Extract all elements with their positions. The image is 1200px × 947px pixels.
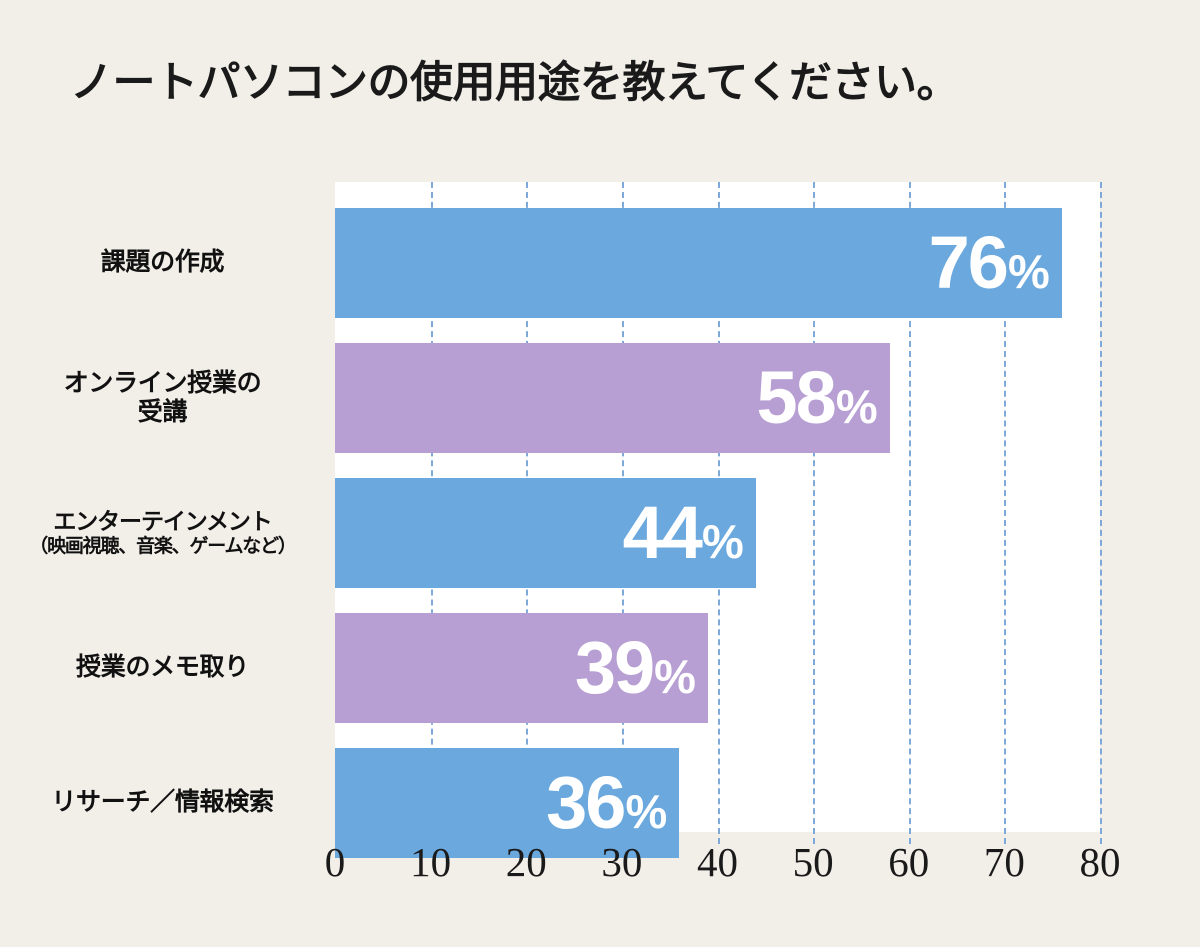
bar-value-percent-sign: % [835, 380, 878, 433]
bar-value-percent-sign: % [654, 650, 696, 703]
x-axis-tick-label: 70 [983, 839, 1025, 885]
category-label: エンターテインメント （映画視聴、音楽、ゲームなど） [0, 478, 325, 588]
category-label: 課題の作成 [0, 208, 325, 318]
bar-value-percent-sign: % [701, 515, 744, 568]
bar-value-number: 58 [756, 356, 837, 439]
x-axis-tick-label: 40 [697, 839, 738, 885]
bar-value-number: 39 [574, 626, 655, 709]
bar-value-label: 36% [546, 766, 667, 840]
bar[interactable]: 39% [335, 613, 708, 723]
bar[interactable]: 36% [335, 748, 680, 858]
category-label-line: 課題の作成 [100, 248, 225, 277]
x-axis-tick-label: 50 [792, 839, 834, 885]
bar[interactable]: 76% [335, 208, 1062, 318]
page-title: ノートパソコンの使用用途を教えてください。 [70, 59, 960, 107]
bar-value-label: 39% [575, 631, 696, 705]
category-label-line: 授業のメモ取り [76, 653, 249, 682]
bar-value-label: 58% [757, 361, 878, 435]
category-sub-label: （映画視聴、音楽、ゲームなど） [29, 535, 297, 557]
bar[interactable]: 44% [335, 478, 756, 588]
x-axis-tick-label: 20 [505, 839, 547, 885]
category-label-line: オンライン授業の [63, 368, 262, 397]
bar[interactable]: 58% [335, 343, 890, 453]
category-label: オンライン授業の 受講 [0, 343, 325, 453]
category-label: 授業のメモ取り [0, 613, 325, 723]
bar-rows: 課題の作成 76% オンライン授業の 受講 58% エンターテインメント （映画視聴、音楽、… [0, 182, 1200, 858]
bar-value-number: 44 [622, 491, 703, 574]
bar-value-percent-sign: % [625, 785, 668, 838]
bar-value-percent-sign: % [1007, 245, 1050, 298]
x-axis: 0 10 20 30 40 50 60 70 80 [325, 838, 1121, 892]
bar-value-label: 76% [929, 226, 1050, 300]
x-axis-tick-label: 80 [1079, 839, 1121, 885]
category-label-line: 受講 [137, 398, 188, 426]
bar-value-number: 36 [546, 761, 626, 844]
x-axis-tick-label: 30 [601, 839, 643, 885]
bar-value-number: 76 [928, 221, 1009, 304]
category-label-line: リサーチ／情報検索 [51, 788, 274, 817]
x-axis-tick-label: 60 [888, 839, 930, 885]
x-axis-tick-label: 10 [410, 839, 452, 885]
category-label-line: エンターテインメント [53, 507, 272, 534]
category-label: リサーチ／情報検索 [0, 748, 325, 858]
bar-value-label: 44% [623, 496, 744, 570]
x-axis-tick-label: 0 [324, 839, 346, 885]
